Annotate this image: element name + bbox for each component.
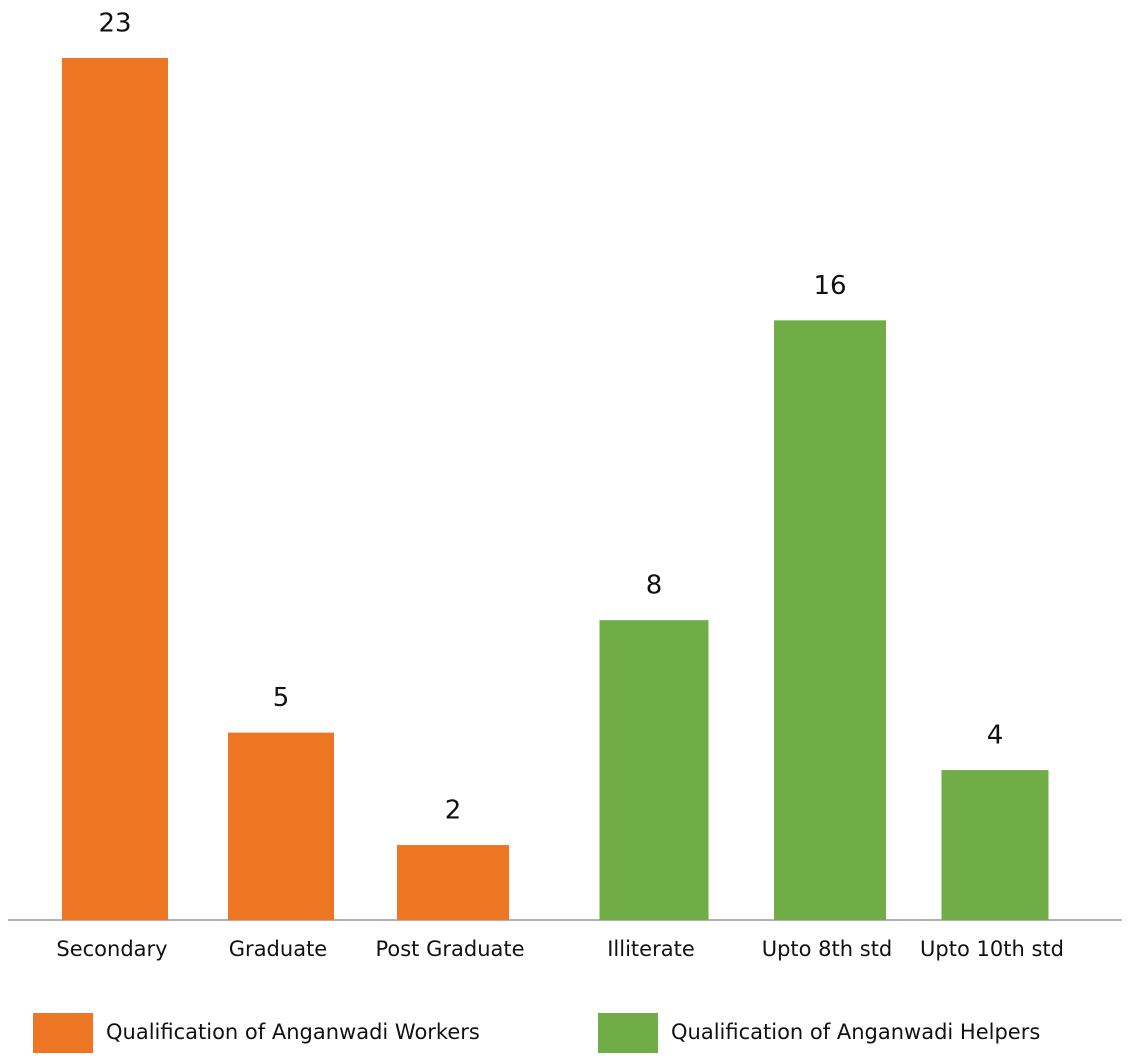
value-label: 5 [273, 683, 290, 713]
bar [62, 58, 168, 920]
x-tick-label: Illiterate [607, 937, 695, 961]
legend-label: Qualification of Anganwadi Helpers [671, 1020, 1040, 1044]
value-label: 2 [445, 796, 462, 826]
bar [774, 320, 886, 920]
x-tick-label: Secondary [56, 937, 167, 961]
x-tick-label: Upto 10th std [920, 937, 1064, 961]
legend-swatch [598, 1013, 658, 1053]
value-label: 8 [646, 571, 663, 601]
legend-label: Qualification of Anganwadi Workers [106, 1020, 480, 1044]
value-label: 16 [813, 271, 846, 301]
bar [228, 732, 334, 920]
bar [397, 845, 509, 920]
value-label: 23 [98, 9, 131, 39]
x-tick-label: Graduate [229, 937, 327, 961]
bar [941, 770, 1049, 920]
x-tick-label: Upto 8th std [762, 937, 893, 961]
bar [599, 620, 709, 920]
x-tick-label: Post Graduate [375, 937, 524, 961]
value-label: 4 [987, 721, 1004, 751]
legend-swatch [33, 1013, 93, 1053]
